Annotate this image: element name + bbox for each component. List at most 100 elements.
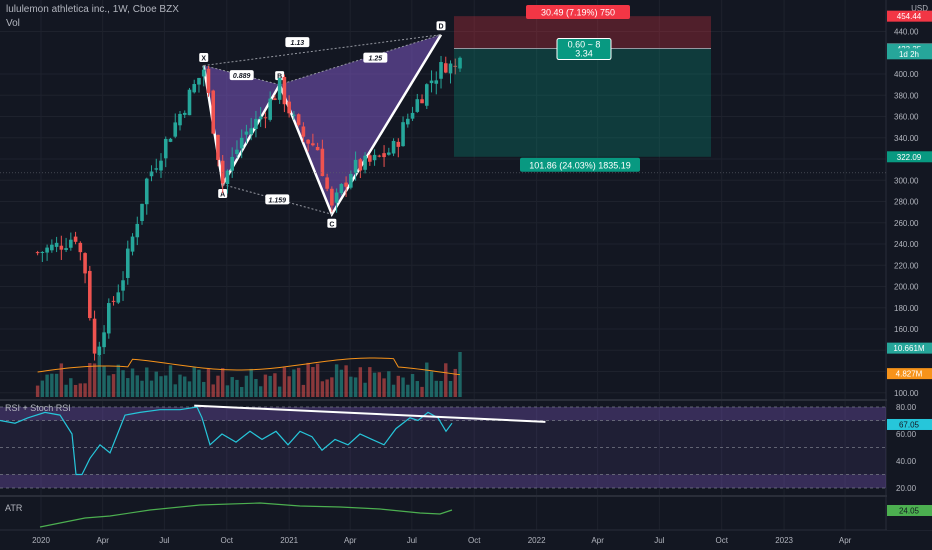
candle-body bbox=[211, 90, 216, 134]
candle-body bbox=[287, 101, 291, 114]
volume-bar bbox=[315, 363, 320, 397]
pattern-triangle-xab bbox=[203, 65, 280, 185]
price-tick-label: 180.00 bbox=[894, 304, 919, 313]
candle-body bbox=[325, 177, 329, 189]
volume-bar bbox=[425, 362, 429, 397]
candle-body bbox=[206, 68, 211, 93]
candle-body bbox=[306, 139, 310, 144]
volume-bar bbox=[183, 376, 187, 397]
volume-bar bbox=[221, 368, 225, 397]
candle-body bbox=[434, 80, 439, 84]
symbol-title: lululemon athletica inc., 1W, Cboe BZX bbox=[6, 4, 179, 15]
candle-body bbox=[121, 280, 125, 291]
pattern-point-b: B bbox=[277, 74, 282, 81]
pattern-ratio-label: 0.889 bbox=[233, 73, 251, 80]
candle-body bbox=[45, 247, 49, 253]
candle-body bbox=[149, 171, 154, 177]
time-tick-label: Jul bbox=[159, 536, 169, 545]
price-badge-label: 454.44 bbox=[897, 12, 922, 21]
candle-body bbox=[88, 270, 92, 319]
candle-body bbox=[73, 236, 78, 242]
volume-bar bbox=[149, 380, 154, 397]
volume-bar bbox=[88, 363, 92, 397]
volume-indicator-label: Vol bbox=[6, 18, 20, 29]
price-badge bbox=[887, 368, 932, 380]
volume-bar bbox=[145, 367, 149, 397]
time-tick-label: Oct bbox=[715, 536, 728, 545]
candle-body bbox=[173, 122, 178, 137]
atr-panel-label: ATR bbox=[5, 503, 23, 513]
volume-bar bbox=[225, 385, 230, 397]
atr-value-badge bbox=[887, 505, 932, 516]
volume-bar bbox=[353, 377, 358, 397]
price-badge-label: 4.827M bbox=[896, 370, 923, 379]
candle-body bbox=[140, 203, 144, 222]
volume-bar bbox=[396, 375, 401, 397]
candle-body bbox=[216, 134, 220, 160]
candle-body bbox=[102, 332, 106, 348]
candle-body bbox=[35, 252, 40, 254]
candle-body bbox=[396, 141, 401, 147]
candle-body bbox=[424, 84, 429, 106]
volume-bar bbox=[258, 386, 263, 397]
volume-bar bbox=[159, 376, 163, 397]
volume-bar bbox=[154, 371, 158, 397]
candle-body bbox=[368, 155, 372, 162]
volume-bar bbox=[292, 369, 296, 397]
volume-bar bbox=[282, 367, 287, 397]
candle-body bbox=[420, 99, 424, 104]
price-badge bbox=[887, 342, 932, 354]
volume-bar bbox=[429, 371, 434, 397]
price-axis: USD440.00400.00380.00360.00340.00320.003… bbox=[887, 0, 932, 530]
candle-body bbox=[220, 160, 225, 184]
price-tick-label: 280.00 bbox=[894, 198, 919, 207]
candle-body bbox=[97, 346, 102, 356]
candle-body bbox=[54, 242, 59, 247]
volume-bar bbox=[358, 367, 363, 397]
time-tick-label: Oct bbox=[468, 536, 481, 545]
candle-body bbox=[358, 159, 363, 171]
volume-bar bbox=[344, 365, 348, 397]
candle-body bbox=[301, 126, 306, 137]
volume-bar bbox=[130, 368, 135, 397]
pattern-point-d: D bbox=[438, 24, 443, 31]
pattern-ratio-label: 1.25 bbox=[369, 56, 383, 63]
price-tick-label: 400.00 bbox=[894, 70, 919, 79]
candle-body bbox=[154, 168, 159, 170]
time-tick-label: 2020 bbox=[32, 536, 50, 545]
price-axis-background bbox=[887, 0, 932, 530]
volume-bar bbox=[420, 386, 424, 397]
time-tick-label: Oct bbox=[221, 536, 234, 545]
target-label: 101.86 (24.03%) 1835.19 bbox=[529, 160, 631, 170]
volume-bar bbox=[107, 375, 111, 397]
volume-bar bbox=[135, 375, 139, 397]
candle-body bbox=[382, 153, 386, 158]
candle-body bbox=[69, 239, 73, 248]
volume-bar bbox=[206, 368, 211, 397]
price-badge bbox=[887, 10, 932, 22]
rsi-value-badge bbox=[887, 418, 932, 430]
volume-bar bbox=[311, 367, 315, 397]
pattern-point-a: A bbox=[220, 192, 225, 199]
candle-body bbox=[339, 184, 344, 194]
candle-body bbox=[111, 300, 116, 302]
stoch-overbought-band bbox=[0, 407, 886, 421]
candle-body bbox=[83, 253, 87, 274]
volume-bar bbox=[306, 362, 310, 397]
time-tick-label: Apr bbox=[839, 536, 852, 545]
price-tick-label: 380.00 bbox=[894, 91, 919, 100]
volume-bar bbox=[216, 375, 220, 397]
volume-bar bbox=[277, 386, 282, 397]
candle-body bbox=[320, 148, 325, 177]
volume-bar bbox=[372, 372, 377, 397]
stoch-oversold-band bbox=[0, 474, 886, 488]
candle-body bbox=[448, 63, 453, 74]
candle-body bbox=[372, 154, 377, 161]
volume-bar bbox=[349, 376, 353, 397]
candle-body bbox=[92, 318, 97, 354]
candle-body bbox=[268, 98, 272, 120]
volume-bar bbox=[54, 373, 59, 397]
time-tick-label: Apr bbox=[591, 536, 604, 545]
volume-bar bbox=[111, 374, 116, 397]
